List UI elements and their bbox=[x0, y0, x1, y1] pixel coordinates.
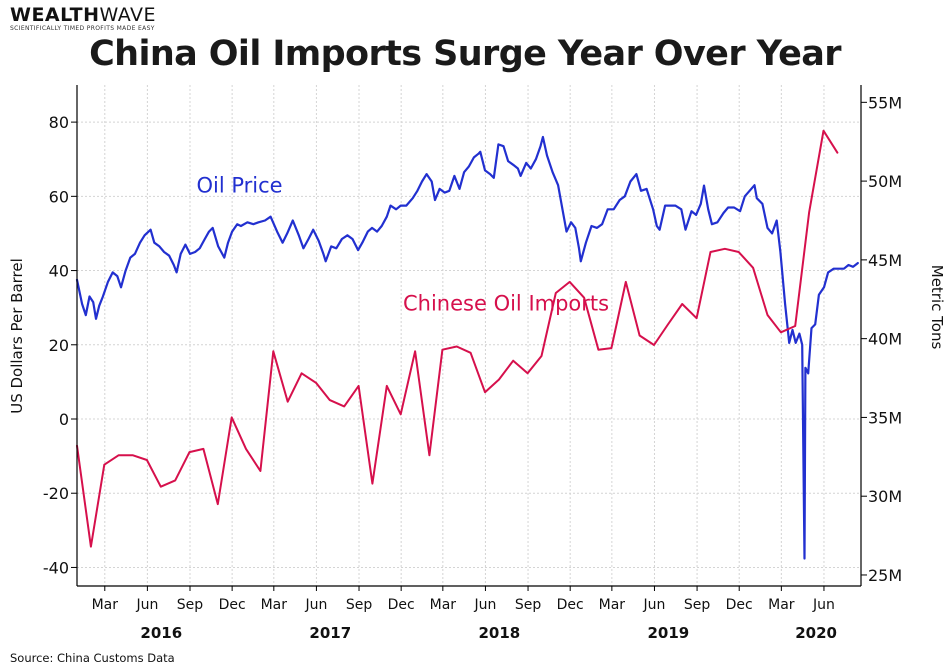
series-layer: Oil Price Chinese Oil Imports bbox=[75, 129, 859, 560]
chart-title: China Oil Imports Surge Year Over Year bbox=[89, 34, 841, 74]
left-tick-label: -20 bbox=[43, 484, 69, 503]
month-tick-label: Mar bbox=[599, 597, 626, 613]
right-tick-label: 45M bbox=[868, 251, 902, 270]
month-tick-label: Mar bbox=[92, 597, 119, 613]
month-tick-label: Sep bbox=[515, 597, 542, 613]
right-tick-label: 25M bbox=[868, 566, 902, 585]
right-tick-label: 30M bbox=[868, 487, 902, 506]
month-tick-label: Mar bbox=[430, 597, 457, 613]
month-tick-label: Jun bbox=[643, 597, 666, 613]
month-tick-label: Dec bbox=[388, 597, 415, 613]
year-label: 2019 bbox=[647, 624, 689, 642]
year-label: 2018 bbox=[478, 624, 520, 642]
right-tick-label: 55M bbox=[868, 93, 902, 112]
month-tick-label: Dec bbox=[726, 597, 753, 613]
chinese-oil-imports-label: Chinese Oil Imports bbox=[403, 291, 609, 315]
chinese-oil-imports-line bbox=[76, 129, 839, 548]
month-tick-label: Sep bbox=[346, 597, 373, 613]
month-tick-label: Mar bbox=[261, 597, 288, 613]
brand-name: WEALTHWAVE bbox=[10, 4, 156, 26]
brand-name-bold: WEALTH bbox=[10, 4, 100, 26]
left-tick-label: 0 bbox=[59, 410, 69, 429]
brand-name-light: WAVE bbox=[99, 4, 157, 26]
brand-tagline: SCIENTIFICALLY TIMED PROFITS MADE EASY bbox=[10, 25, 155, 32]
grid-lines bbox=[77, 85, 861, 586]
right-axis-title: Metric Tons bbox=[928, 265, 946, 350]
year-label: 2017 bbox=[309, 624, 351, 642]
left-tick-label: -40 bbox=[43, 558, 69, 577]
month-tick-label: Mar bbox=[768, 597, 795, 613]
tick-labels: 80 60 40 20 0 -20 -40 55M 50M 45M 40M 35M 30M 25M Mar J… bbox=[43, 93, 902, 642]
axes bbox=[71, 85, 867, 591]
left-tick-label: 60 bbox=[49, 187, 69, 206]
month-tick-label: Jun bbox=[474, 597, 497, 613]
right-tick-label: 35M bbox=[868, 408, 902, 427]
month-tick-label: Sep bbox=[684, 597, 711, 613]
month-tick-label: Jun bbox=[135, 597, 158, 613]
month-tick-label: Sep bbox=[177, 597, 204, 613]
right-tick-label: 50M bbox=[868, 172, 902, 191]
left-tick-label: 80 bbox=[49, 113, 69, 132]
year-label: 2020 bbox=[795, 624, 837, 642]
month-tick-label: Jun bbox=[812, 597, 835, 613]
left-axis-title: US Dollars Per Barrel bbox=[8, 258, 26, 414]
month-tick-label: Jun bbox=[304, 597, 327, 613]
left-tick-label: 40 bbox=[49, 262, 69, 281]
source-note: Source: China Customs Data bbox=[10, 651, 175, 665]
month-tick-label: Dec bbox=[219, 597, 246, 613]
left-tick-label: 20 bbox=[49, 336, 69, 355]
right-tick-label: 40M bbox=[868, 330, 902, 349]
month-tick-label: Dec bbox=[557, 597, 584, 613]
year-label: 2016 bbox=[140, 624, 182, 642]
oil-price-line bbox=[75, 135, 859, 560]
brand-logo: WEALTHWAVE SCIENTIFICALLY TIMED PROFITS … bbox=[10, 4, 156, 32]
oil-price-label: Oil Price bbox=[196, 174, 282, 198]
